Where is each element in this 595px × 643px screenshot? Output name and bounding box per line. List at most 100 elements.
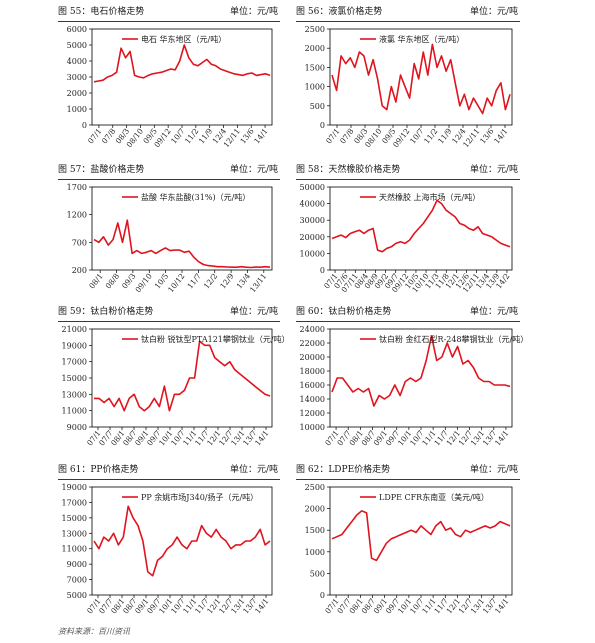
y-tick-label: 3000 xyxy=(67,73,87,82)
y-tick-label: 0 xyxy=(320,266,325,275)
panel-header: 图 55：电石价格走势 单位：元/吨 xyxy=(58,6,280,22)
x-tick-label: 13/11 xyxy=(248,272,268,295)
x-tick-label: 14/1 xyxy=(492,127,509,146)
chart-panel-55: 图 55：电石价格走势 单位：元/吨 6000 5000 4000 3000 2000 1… xyxy=(58,6,280,156)
x-tick-label: 14/1 xyxy=(493,597,510,616)
y-tick-label: 50000 xyxy=(300,183,325,192)
figure-number: 图 62： xyxy=(296,465,329,475)
line-chart: 190001700015000130001100090007000500007/… xyxy=(62,483,273,616)
x-tick-label: 13/6 xyxy=(478,127,496,146)
chart-panel-57: 图 57：盐酸价格走势 单位：元/吨 1700 1200 700 200 08/1 08/… xyxy=(58,164,280,299)
chart-panel-59: 图 59：钛白粉价格走势 单位：元/吨 21000 19000 17000 15000… xyxy=(58,306,290,456)
x-tick-label: 07/8 xyxy=(100,127,118,146)
x-tick-label: 11/9 xyxy=(197,127,215,146)
y-tick-label: 13000 xyxy=(62,390,87,399)
unit-label: 单位：元/吨 xyxy=(469,7,518,17)
plot-area xyxy=(329,186,513,271)
unit-label: 单位：元/吨 xyxy=(469,165,518,175)
figure-heading: 钛白粉价格走势 xyxy=(90,307,154,317)
y-tick-label: 15000 xyxy=(62,514,87,523)
y-tick-label: 16000 xyxy=(300,381,325,390)
y-tick-label: 10000 xyxy=(300,423,325,432)
line-chart: 600050004000300020001000007/107/808/308/… xyxy=(67,25,273,149)
y-tick-label: 2000 xyxy=(67,89,87,98)
y-tick-label: 5000 xyxy=(67,41,87,50)
plot-area xyxy=(91,28,273,126)
y-tick-label: 12000 xyxy=(300,409,325,418)
x-tick-label: 11/9 xyxy=(436,127,454,146)
y-tick-label: 14000 xyxy=(300,395,325,404)
x-tick-label: 12/2 xyxy=(202,272,220,291)
line-chart: 210001900017000150001300011000900007/107… xyxy=(62,325,290,448)
x-tick-label: 07/8 xyxy=(338,127,356,146)
y-tick-label: 17000 xyxy=(62,498,87,507)
x-tick-label: 10/7 xyxy=(169,127,187,146)
unit-label: 单位：元/吨 xyxy=(229,465,278,475)
y-tick-label: 40000 xyxy=(300,200,325,209)
x-tick-label: 07/1 xyxy=(86,127,103,146)
x-tick-label: 09/10 xyxy=(133,272,154,295)
x-tick-label: 13/6 xyxy=(238,127,256,146)
y-tick-label: 15000 xyxy=(62,374,87,383)
x-tick-label: 10/12 xyxy=(166,272,187,295)
y-tick-label: 22000 xyxy=(300,339,325,348)
y-tick-label: 200 xyxy=(72,266,87,275)
x-tick-label: 14/1 xyxy=(253,597,270,616)
unit-label: 单位：元/吨 xyxy=(229,307,278,317)
y-tick-label: 2000 xyxy=(305,505,325,514)
y-tick-label: 1700 xyxy=(67,183,87,192)
plot-area xyxy=(91,486,273,596)
series-line xyxy=(93,219,271,269)
legend-label: 钛白粉 锐钛型PTA121攀钢钛业（元/吨） xyxy=(141,334,290,344)
x-tick-label: 14/1 xyxy=(253,429,270,448)
panel-header: 图 57：盐酸价格走势 单位：元/吨 xyxy=(58,164,280,180)
y-tick-label: 11000 xyxy=(62,407,87,416)
y-tick-label: 5000 xyxy=(67,591,87,600)
panel-header: 图 58：天然橡胶价格走势 单位：元/吨 xyxy=(296,164,520,180)
panel-header: 图 61：PP价格走势 单位：元/吨 xyxy=(58,464,280,480)
plot-area xyxy=(329,486,513,596)
series-line xyxy=(331,199,511,253)
y-tick-label: 1000 xyxy=(305,83,325,92)
source-note: 资料来源：百川资讯 xyxy=(58,627,130,636)
figure-heading: 液氯价格走势 xyxy=(328,7,383,17)
y-tick-label: 1000 xyxy=(67,105,87,114)
y-tick-label: 1500 xyxy=(305,63,325,72)
x-tick-label: 07/1 xyxy=(324,127,341,146)
series-line xyxy=(331,43,511,115)
panel-header: 图 62：LDPE价格走势 单位：元/吨 xyxy=(296,464,520,480)
legend-label: LDPE CFR东南亚（美元/吨） xyxy=(379,492,489,502)
legend-label: 电石 华东地区（元/吨） xyxy=(141,34,226,44)
figure-number: 图 56： xyxy=(296,7,329,17)
chart-panel-56: 图 56：液氯价格走势 单位：元/吨 2500 2000 1500 1000 500 0 0… xyxy=(296,6,520,156)
y-tick-label: 2500 xyxy=(305,483,325,492)
figure-heading: 盐酸价格走势 xyxy=(90,165,145,175)
x-tick-label: 11/2 xyxy=(422,127,440,146)
x-tick-label: 11/7 xyxy=(185,272,203,291)
y-tick-label: 4000 xyxy=(67,57,87,66)
unit-label: 单位：元/吨 xyxy=(469,465,518,475)
legend-label: 钛白粉 金红石型R-248攀钢钛业（元/吨） xyxy=(379,334,528,344)
figure-number: 图 59： xyxy=(58,307,91,317)
y-tick-label: 2000 xyxy=(305,44,325,53)
line-chart: 1700120070020008/108/809/309/1010/510/12… xyxy=(67,183,273,295)
legend-label: PP 余姚市场J340/扬子（元/吨） xyxy=(141,492,258,502)
chart-panel-62: 图 62：LDPE价格走势 单位：元/吨 2500 2000 1500 1000 500… xyxy=(296,464,520,624)
y-tick-label: 10000 xyxy=(300,249,325,258)
series-line xyxy=(93,44,271,83)
y-tick-label: 11000 xyxy=(62,545,87,554)
unit-label: 单位：元/吨 xyxy=(229,165,278,175)
panel-header: 图 59：钛白粉价格走势 单位：元/吨 xyxy=(58,306,280,322)
plot-area xyxy=(91,186,273,271)
y-tick-label: 13000 xyxy=(62,529,87,538)
y-tick-label: 9000 xyxy=(67,423,87,432)
panel-header: 图 56：液氯价格走势 单位：元/吨 xyxy=(296,6,520,22)
y-tick-label: 1200 xyxy=(67,211,87,220)
x-tick-label: 08/1 xyxy=(87,272,104,291)
panel-header: 图 60：钛白粉价格走势 单位：元/吨 xyxy=(296,306,520,322)
series-line xyxy=(94,340,271,412)
x-tick-label: 08/8 xyxy=(104,272,122,291)
y-tick-label: 20000 xyxy=(300,353,325,362)
legend-label: 天然橡胶 上海市场（元/吨） xyxy=(379,192,480,202)
figure-heading: 钛白粉价格走势 xyxy=(328,307,392,317)
